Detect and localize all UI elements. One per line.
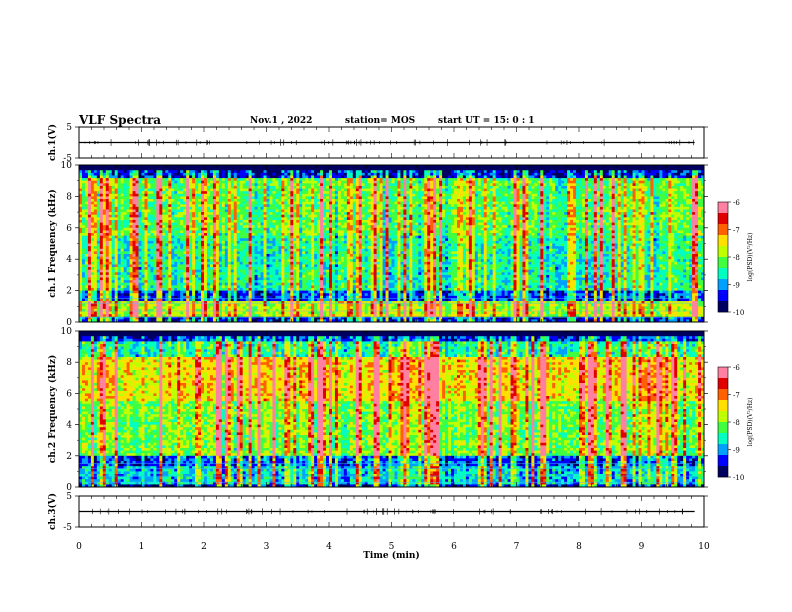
spectrogram-ch1 [79, 165, 705, 323]
x-tick-label: 9 [639, 542, 645, 552]
y-tick-label: -5 [63, 154, 72, 164]
colorbar-tick-label: -7 [733, 227, 740, 235]
y-tick-label: 0 [66, 318, 72, 328]
x-tick-label: 2 [201, 542, 207, 552]
x-tick-label: 10 [698, 542, 710, 552]
y-tick-label: 5 [66, 492, 72, 502]
y-tick-label: 8 [66, 358, 72, 368]
x-axis-label: Time (min) [363, 550, 420, 561]
colorbar-tick-label: -6 [733, 199, 740, 207]
y-axis-label: ch.3(V) [47, 493, 58, 530]
x-tick-label: 0 [76, 542, 82, 552]
x-tick-label: 3 [264, 542, 270, 552]
colorbar-tick-label: -9 [733, 447, 740, 455]
y-axis-label: ch.1(V) [47, 124, 58, 161]
colorbar-2: -6 -7 -8 -9 -10 log(PSD)(V²/Hz) [717, 364, 754, 482]
y-tick-label: 2 [66, 452, 72, 462]
colorbar-tick-label: -9 [733, 282, 740, 290]
y-tick-label: 8 [66, 192, 72, 202]
colorbar-label: log(PSD)(V²/Hz) [747, 233, 754, 282]
y-tick-label: 4 [66, 255, 72, 265]
date-label: Nov.1 , 2022 [250, 116, 312, 126]
y-axis-label: ch.1 Frequency (kHz) [47, 189, 58, 298]
x-tick-label: 7 [514, 542, 520, 552]
y-tick-label: 10 [61, 161, 73, 171]
colorbar-tick-label: -10 [733, 309, 744, 317]
y-tick-label: 6 [66, 389, 72, 399]
y-tick-label: 4 [66, 421, 72, 431]
colorbar-tick-label: -7 [733, 392, 740, 400]
colorbar-label: log(PSD)(V²/Hz) [747, 398, 754, 447]
y-tick-label: -5 [63, 523, 72, 533]
x-tick-label: 8 [576, 542, 582, 552]
colorbar-tick-label: -8 [733, 254, 740, 262]
y-axis-label: ch.2 Frequency (kHz) [47, 355, 58, 464]
y-tick-label: 2 [66, 287, 72, 297]
y-tick-label: 10 [61, 327, 73, 337]
colorbar-tick-label: -8 [733, 419, 740, 427]
x-tick-label: 5 [389, 542, 395, 552]
colorbar-tick-label: -6 [733, 364, 740, 372]
start-time-label: start UT = 15: 0 : 1 [438, 116, 535, 126]
chart-title: VLF Spectra [79, 113, 161, 127]
station-label: station= MOS [345, 116, 415, 126]
y-tick-label: 6 [66, 224, 72, 234]
x-tick-label: 1 [139, 542, 145, 552]
spectrogram-ch2 [79, 331, 705, 488]
x-tick-label: 4 [326, 542, 332, 552]
colorbar-1: -6 -7 -8 -9 -10 log(PSD)(V²/Hz) [717, 199, 754, 317]
colorbar-tick-label: -10 [733, 474, 744, 482]
y-tick-label: 5 [66, 123, 72, 133]
y-tick-label: 0 [66, 483, 72, 493]
x-tick-label: 6 [451, 542, 457, 552]
